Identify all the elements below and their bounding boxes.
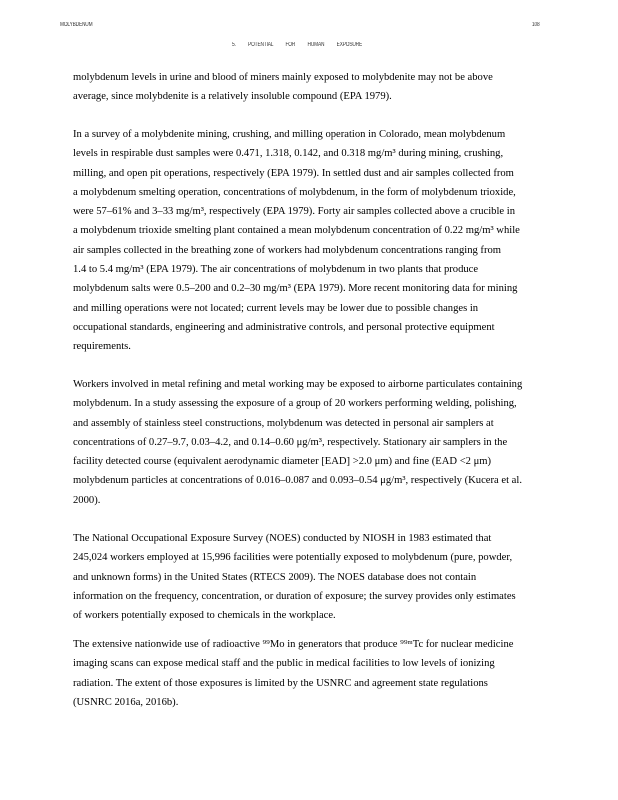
text-line: average, since molybdenite is a relative… [73, 91, 392, 103]
text-line: a molybdenum smelting operation, concent… [73, 186, 516, 198]
text-line: molybdenum salts were 0.5–200 and 0.2–30… [73, 283, 518, 295]
text-line: The National Occupational Exposure Surve… [73, 533, 492, 544]
text-line: air samples collected in the breathing z… [73, 244, 502, 256]
text-line: 1.4 to 5.4 mg/m³ (EPA 1979). The air con… [73, 264, 479, 276]
text-line: molybdenum levels in urine and blood of … [73, 72, 493, 83]
paragraph-4: The National Occupational Exposure Surve… [73, 529, 516, 625]
text-line: radiation. The extent of those exposures… [73, 677, 488, 689]
text-line: occupational standards, engineering and … [73, 321, 495, 333]
text-line: 245,024 workers employed at 15,996 facil… [73, 552, 513, 564]
text-line: levels in respirable dust samples were 0… [73, 148, 504, 160]
text-line: requirements. [73, 341, 131, 353]
text-line: facility detected course (equivalent aer… [73, 456, 492, 468]
paragraph-1: molybdenum levels in urine and blood of … [73, 68, 493, 107]
text-line: 2000). [73, 494, 101, 506]
page-number: 108 [532, 22, 540, 28]
paragraph-3: Workers involved in metal refining and m… [73, 375, 522, 510]
paragraph-5: The extensive nationwide use of radioact… [73, 635, 513, 712]
text-line: (USNRC 2016a, 2016b). [73, 696, 179, 708]
paragraph-2: In a survey of a molybdenite mining, cru… [73, 125, 520, 357]
text-line: molybdenum. In a study assessing the exp… [73, 398, 517, 410]
text-line: of workers potentially exposed to chemic… [73, 610, 336, 622]
text-line: and unknown forms) in the United States … [73, 571, 477, 583]
text-line: concentrations of 0.27–9.7, 0.03–4.2, an… [73, 436, 508, 448]
text-line: imaging scans can expose medical staff a… [73, 658, 495, 670]
text-line: Workers involved in metal refining and m… [73, 379, 523, 390]
text-line: a molybdenum trioxide smelting plant con… [73, 225, 520, 237]
running-title: MOLYBDENUM [60, 22, 93, 28]
text-line: molybdenum particles at concentrations o… [73, 475, 522, 487]
section-title: 5. POTENTIAL FOR HUMAN EXPOSURE [232, 42, 363, 48]
text-line: milling, and open pit operations, respec… [73, 167, 514, 179]
text-line: The extensive nationwide use of radioact… [73, 639, 514, 650]
text-line: information on the frequency, concentrat… [73, 590, 516, 602]
text-line: and assembly of stainless steel construc… [73, 417, 494, 429]
text-line: were 57–61% and 3–33 mg/m³, respectively… [73, 206, 516, 218]
text-line: and milling operations were not located;… [73, 302, 479, 314]
text-line: In a survey of a molybdenite mining, cru… [73, 129, 506, 140]
